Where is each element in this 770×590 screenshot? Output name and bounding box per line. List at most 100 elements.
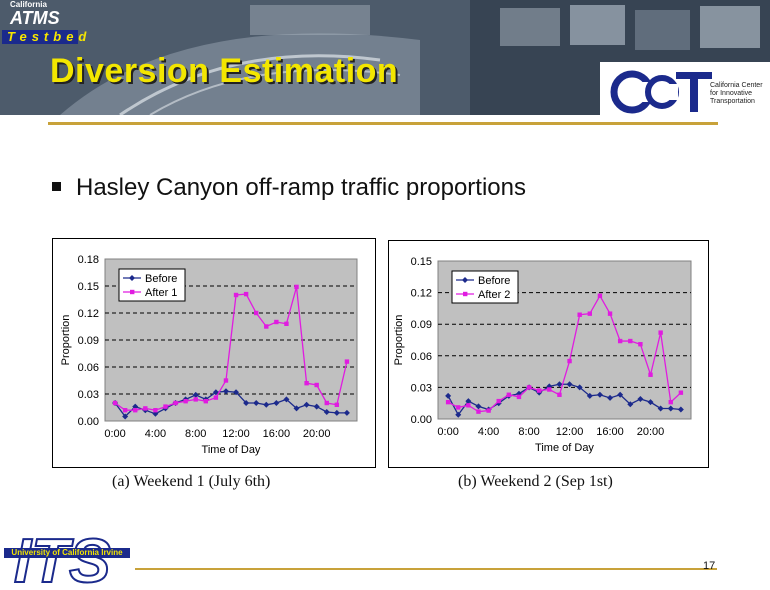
chart-b: 0.00 0.03 0.06 0.09 0.12 0.15 0:00 4:00 8:00 12:0… [393, 256, 692, 454]
data-point [597, 293, 603, 298]
data-point [243, 400, 250, 406]
bullet-text: Hasley Canyon off-ramp traffic proportio… [76, 174, 526, 201]
data-point [516, 394, 522, 400]
y-tick-label: 0.03 [78, 389, 99, 401]
data-point [475, 403, 482, 410]
legend-label: Before [478, 275, 510, 287]
y-axis-label: Proportion [60, 315, 72, 366]
page-title: Diversion Estimation [50, 52, 399, 90]
x-tick-label: 8:00 [185, 428, 206, 440]
data-point [243, 291, 249, 297]
data-point [607, 394, 614, 401]
data-point [637, 395, 644, 402]
footer-divider [135, 568, 717, 570]
data-point [233, 389, 240, 396]
data-point [596, 391, 603, 398]
data-point [324, 400, 329, 406]
chart-b-caption: (b) Weekend 2 (Sep 1st) [458, 473, 613, 490]
data-point [547, 387, 552, 392]
data-point [546, 383, 553, 390]
legend-box [118, 268, 186, 302]
data-point [537, 388, 542, 393]
its-logo: ITS [13, 526, 111, 590]
data-point [233, 292, 239, 298]
data-point [343, 409, 350, 416]
bullet-marker [52, 182, 61, 191]
chart-b-frame: 0.00 0.03 0.06 0.09 0.12 0.15 0:00 4:00 8:00 12:0… [388, 240, 709, 468]
data-point [254, 310, 259, 316]
legend-label: After 1 [145, 287, 177, 299]
y-axis-label: Proportion [393, 315, 405, 366]
data-point [152, 410, 159, 417]
y-tick-label: 0.12 [78, 308, 99, 320]
data-point [576, 384, 583, 391]
data-point [212, 389, 219, 396]
data-point [445, 392, 452, 399]
x-tick-label: 0:00 [104, 428, 125, 440]
title-divider [48, 122, 718, 125]
data-point [122, 408, 128, 413]
cct-line: for Innovative [710, 90, 753, 97]
data-point [253, 400, 260, 406]
x-tick-label: 20:00 [637, 426, 665, 438]
data-point [667, 405, 674, 412]
data-point [617, 391, 624, 398]
x-tick-label: 20:00 [303, 428, 331, 440]
data-point [333, 409, 340, 416]
atms-logo: ATMS [10, 8, 60, 28]
cct-logo-icon [610, 70, 712, 114]
data-point [445, 399, 451, 405]
data-point [466, 403, 471, 408]
legend-label: After 2 [478, 289, 510, 301]
x-tick-label: 4:00 [145, 428, 166, 440]
data-point [627, 401, 634, 408]
data-point [133, 408, 138, 413]
chart-a-caption: (a) Weekend 1 (July 6th) [112, 473, 271, 490]
data-point [557, 392, 562, 397]
data-point [648, 372, 653, 377]
x-axis-label: Time of Day [202, 444, 261, 456]
data-point [586, 392, 593, 399]
data-point [223, 378, 229, 383]
data-point [344, 359, 350, 364]
data-point [526, 385, 532, 390]
cct-logo-text: California Center for Innovative Transpo… [710, 82, 770, 106]
california-label: California [10, 0, 47, 9]
x-tick-label: 16:00 [263, 428, 291, 440]
data-point [313, 403, 320, 410]
data-point [222, 388, 229, 395]
data-point [668, 399, 673, 405]
data-point [293, 405, 300, 412]
data-point [153, 408, 158, 413]
x-tick-label: 0:00 [437, 426, 458, 438]
data-point [264, 324, 269, 329]
y-tick-label: 0.12 [411, 288, 432, 300]
data-point [112, 400, 118, 406]
y-tick-label: 0.15 [78, 281, 99, 293]
data-point [566, 381, 573, 388]
data-point [465, 398, 472, 405]
data-point [213, 395, 219, 400]
data-point [456, 405, 461, 410]
data-point [273, 400, 280, 406]
testbed-label: Testbed [7, 29, 92, 44]
y-tick-label: 0.06 [411, 351, 432, 363]
chart-a-frame: 0.00 0.03 0.06 0.09 0.12 0.15 0.18 0:00 4:00 8:00… [52, 238, 376, 468]
x-tick-label: 16:00 [596, 426, 624, 438]
data-point [334, 402, 340, 407]
legend-marker [463, 291, 468, 297]
data-point [496, 398, 501, 404]
data-point [314, 382, 319, 388]
x-tick-label: 12:00 [222, 428, 250, 440]
data-point [283, 396, 290, 403]
y-tick-label: 0.00 [78, 416, 99, 428]
data-point [638, 342, 643, 347]
data-point [556, 381, 563, 388]
x-tick-label: 12:00 [556, 426, 584, 438]
data-point [587, 311, 592, 316]
y-tick-label: 0.09 [78, 335, 99, 347]
data-point [567, 358, 572, 364]
legend-marker [130, 289, 135, 295]
data-point [163, 404, 168, 409]
data-point [577, 312, 582, 317]
